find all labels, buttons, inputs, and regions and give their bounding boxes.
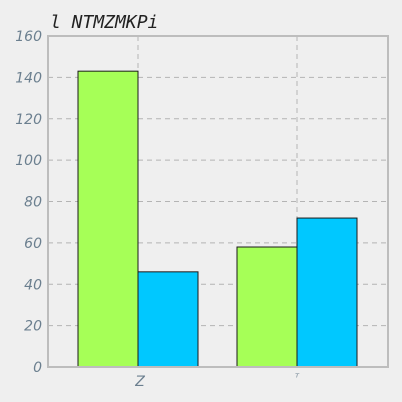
chart-title: l NTMZMKPi (50, 12, 158, 33)
x-tick-label: ᵀ (295, 373, 300, 384)
y-tick-label: 160 (15, 29, 42, 45)
y-tick-label: 140 (15, 70, 42, 86)
y-tick-label: 100 (15, 153, 42, 169)
y-tick-label: 60 (24, 236, 42, 252)
y-tick-label: 120 (15, 112, 42, 128)
y-tick-label: 20 (24, 319, 42, 335)
bar-series-2-2 (296, 217, 358, 368)
bar-series-1-1 (77, 70, 139, 368)
bars (77, 70, 358, 368)
y-axis-ticks: 0 20 40 60 80 100 120 140 160 (15, 29, 42, 376)
plot-frame (47, 35, 389, 368)
y-tick-label: 0 (33, 360, 42, 376)
bar-series-2-1 (137, 271, 199, 368)
x-tick-label: Z (134, 374, 145, 390)
y-tick-label: 40 (24, 277, 42, 293)
y-tick-label: 80 (24, 195, 42, 211)
bar-series-1-2 (236, 246, 298, 368)
